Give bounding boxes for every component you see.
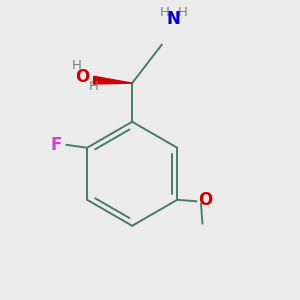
Text: H: H [88, 80, 98, 93]
Polygon shape [93, 76, 132, 84]
Text: H: H [178, 6, 188, 19]
Text: O: O [75, 68, 90, 86]
Text: O: O [198, 191, 212, 209]
Text: F: F [51, 136, 62, 154]
Text: H: H [159, 6, 169, 19]
Text: N: N [167, 10, 181, 28]
Text: H: H [72, 59, 82, 72]
